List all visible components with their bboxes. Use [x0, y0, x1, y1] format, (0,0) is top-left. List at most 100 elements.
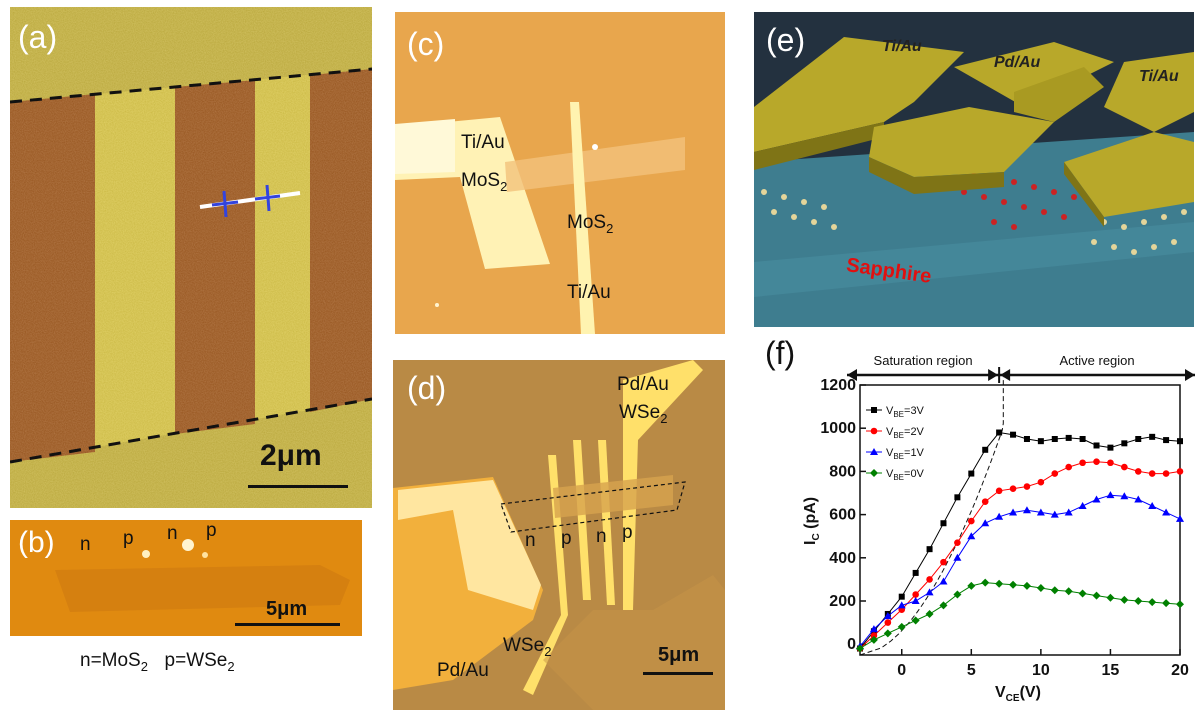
data-point	[968, 517, 975, 525]
data-point	[870, 632, 878, 639]
data-point	[911, 616, 920, 625]
data-point	[968, 470, 975, 477]
data-point	[1176, 600, 1184, 609]
data-point	[996, 429, 1003, 436]
data-point	[1051, 436, 1058, 442]
schematic-image	[754, 12, 1194, 327]
panel-b-optical-image: (b) n p n p 5μm	[10, 520, 362, 636]
data-point	[1163, 437, 1170, 444]
data-point	[1065, 463, 1072, 471]
data-point	[883, 612, 892, 620]
device-image	[393, 360, 725, 710]
data-point	[897, 601, 906, 609]
data-point	[981, 578, 990, 587]
data-point	[995, 512, 1004, 520]
data-point	[939, 601, 948, 610]
data-point	[897, 622, 906, 631]
data-point	[912, 591, 919, 598]
data-point	[981, 519, 990, 527]
data-point	[883, 629, 892, 638]
data-point	[939, 577, 948, 585]
marker-p-2: p	[622, 522, 633, 543]
data-point	[995, 487, 1003, 495]
marker-n-2: n	[167, 523, 178, 544]
data-point	[1079, 459, 1086, 467]
y-tick-label: 1000	[820, 420, 856, 437]
data-point	[1036, 584, 1045, 593]
data-point	[981, 498, 989, 505]
data-point	[1078, 589, 1087, 598]
data-point	[1134, 468, 1142, 475]
data-point	[1009, 580, 1018, 589]
scale-bar	[235, 623, 340, 626]
caption-n-p: n=MoS2 p=WSe2	[80, 650, 235, 674]
data-point	[982, 446, 989, 453]
device-image	[395, 102, 685, 334]
data-point	[995, 579, 1004, 588]
panel-label-a: (a)	[18, 19, 58, 55]
data-point	[1120, 595, 1129, 604]
data-point	[1176, 514, 1184, 522]
data-point	[926, 576, 933, 583]
y-tick-label: 400	[829, 550, 856, 567]
data-point	[1093, 442, 1100, 449]
data-point	[870, 448, 878, 455]
data-point	[1176, 468, 1184, 475]
data-point	[1148, 501, 1157, 509]
label-mos2-right: MoS2	[567, 212, 614, 236]
region-arrowhead-right	[1185, 369, 1195, 381]
y-tick-label: 800	[829, 463, 856, 480]
panel-label-e: (e)	[766, 22, 806, 58]
series-line	[859, 431, 1181, 649]
label-wse2-top: WSe2	[619, 402, 668, 426]
data-point	[856, 644, 864, 653]
panel-a-afm-image: (a) 2μm	[10, 7, 372, 508]
data-point	[1036, 508, 1045, 516]
legend-label: VBE=1V	[886, 447, 925, 461]
saturation-boundary-curve	[859, 377, 1004, 656]
data-point	[1093, 458, 1100, 465]
data-point	[1107, 459, 1114, 467]
x-tick-label: 10	[1032, 662, 1050, 679]
data-point	[871, 407, 877, 413]
data-point	[1051, 470, 1059, 477]
data-point	[1079, 436, 1086, 442]
marker-n-1: n	[525, 530, 536, 551]
y-tick-label: 1200	[820, 377, 856, 394]
data-point	[1050, 510, 1059, 518]
label-pd-au-bottom: Pd/Au	[437, 660, 489, 681]
panel-d-optical-image: (d) Pd/Au WSe2 n p n p Pd/Au WSe2 5μm	[393, 360, 725, 710]
saturation-region-label: Saturation region	[874, 353, 973, 368]
label-pad-pd-au: Pd/Au	[994, 54, 1041, 71]
panel-label-b: (b)	[18, 526, 55, 559]
data-point	[1065, 434, 1072, 441]
x-tick-label: 15	[1102, 662, 1120, 679]
data-point	[1092, 591, 1101, 600]
data-point	[1037, 438, 1044, 445]
data-point	[912, 569, 919, 576]
data-point	[1149, 433, 1156, 440]
flake-image	[55, 539, 350, 612]
data-point	[1134, 495, 1143, 503]
data-point	[1064, 587, 1073, 596]
x-tick-label: 20	[1171, 662, 1189, 679]
label-pd-au-top: Pd/Au	[617, 374, 669, 395]
y-tick-label: 0	[847, 636, 856, 653]
data-point	[1148, 470, 1156, 477]
legend-label: VBE=2V	[886, 426, 925, 440]
data-point	[940, 520, 947, 527]
label-wse2-bottom: WSe2	[503, 635, 552, 659]
label-ti-au-bottom: Ti/Au	[567, 282, 611, 303]
data-point	[954, 539, 961, 546]
scale-bar	[248, 485, 348, 488]
data-point	[1162, 599, 1171, 608]
data-point	[870, 427, 878, 435]
scale-bar-label: 5μm	[658, 644, 700, 666]
data-point	[1135, 436, 1142, 442]
cursor-cross-icons	[211, 184, 281, 218]
series-line	[859, 582, 1181, 649]
data-point	[1037, 478, 1045, 486]
data-point	[1050, 586, 1059, 595]
data-point	[1022, 506, 1031, 514]
